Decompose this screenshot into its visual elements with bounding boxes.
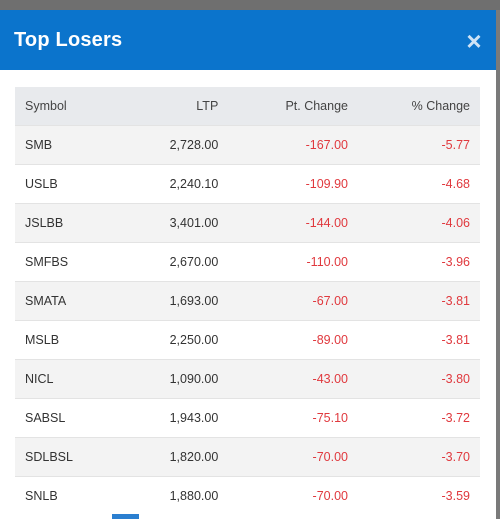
cell-ltp: 2,728.00 [119, 125, 219, 165]
header-ltp[interactable]: LTP [119, 87, 219, 126]
cell-pct-change: -4.68 [347, 164, 480, 204]
table-row[interactable]: SDLBSL 1,820.00 -70.00 -3.70 [15, 437, 480, 477]
cell-symbol: SMATA [15, 281, 120, 321]
cell-pct-change: -3.81 [347, 281, 480, 321]
cell-pt-change: -75.10 [218, 398, 348, 438]
cell-symbol: SABSL [15, 398, 120, 438]
table-row[interactable]: SNLB 1,880.00 -70.00 -3.59 [15, 476, 480, 515]
cell-pct-change: -3.70 [347, 437, 480, 477]
cell-pct-change: -3.96 [347, 242, 480, 282]
cell-pct-change: -4.06 [347, 203, 480, 243]
top-losers-modal: Top Losers × Symbol LTP Pt. Change % Cha… [0, 10, 496, 519]
header-symbol[interactable]: Symbol [15, 87, 120, 126]
cell-pt-change: -89.00 [218, 320, 348, 360]
cell-ltp: 1,880.00 [119, 476, 219, 515]
cell-ltp: 3,401.00 [119, 203, 219, 243]
cell-ltp: 2,670.00 [119, 242, 219, 282]
cell-ltp: 2,250.00 [119, 320, 219, 360]
table-header-row: Symbol LTP Pt. Change % Change [15, 87, 480, 126]
cell-pt-change: -167.00 [218, 125, 348, 165]
cell-pct-change: -3.81 [347, 320, 480, 360]
table-row[interactable]: SMFBS 2,670.00 -110.00 -3.96 [15, 242, 480, 282]
table-row[interactable]: NICL 1,090.00 -43.00 -3.80 [15, 359, 480, 399]
scroll-indicator[interactable] [112, 514, 139, 519]
table-row[interactable]: SMATA 1,693.00 -67.00 -3.81 [15, 281, 480, 321]
cell-symbol: MSLB [15, 320, 120, 360]
header-pct-change[interactable]: % Change [347, 87, 480, 126]
table-row[interactable]: MSLB 2,250.00 -89.00 -3.81 [15, 320, 480, 360]
cell-pct-change: -5.77 [347, 125, 480, 165]
cell-pt-change: -144.00 [218, 203, 348, 243]
cell-symbol: SMB [15, 125, 120, 165]
scrollbar-track[interactable] [496, 10, 500, 519]
table-row[interactable]: JSLBB 3,401.00 -144.00 -4.06 [15, 203, 480, 243]
cell-pt-change: -109.90 [218, 164, 348, 204]
overlay-backdrop [0, 0, 500, 10]
cell-ltp: 2,240.10 [119, 164, 219, 204]
cell-pt-change: -110.00 [218, 242, 348, 282]
cell-symbol: SNLB [15, 476, 120, 515]
table-row[interactable]: USLB 2,240.10 -109.90 -4.68 [15, 164, 480, 204]
top-losers-table: Symbol LTP Pt. Change % Change SMB 2,728… [15, 87, 480, 515]
cell-pt-change: -70.00 [218, 476, 348, 515]
header-pt-change[interactable]: Pt. Change [218, 87, 348, 126]
modal-header: Top Losers × [0, 10, 496, 70]
cell-pct-change: -3.80 [347, 359, 480, 399]
cell-symbol: SMFBS [15, 242, 120, 282]
cell-ltp: 1,693.00 [119, 281, 219, 321]
cell-symbol: SDLBSL [15, 437, 120, 477]
table-row[interactable]: SMB 2,728.00 -167.00 -5.77 [15, 125, 480, 165]
cell-pct-change: -3.59 [347, 476, 480, 515]
cell-symbol: JSLBB [15, 203, 120, 243]
cell-pt-change: -43.00 [218, 359, 348, 399]
cell-ltp: 1,943.00 [119, 398, 219, 438]
cell-pct-change: -3.72 [347, 398, 480, 438]
table-row[interactable]: SABSL 1,943.00 -75.10 -3.72 [15, 398, 480, 438]
close-icon[interactable]: × [466, 26, 482, 56]
cell-pt-change: -67.00 [218, 281, 348, 321]
cell-ltp: 1,820.00 [119, 437, 219, 477]
modal-title: Top Losers [14, 29, 123, 51]
cell-ltp: 1,090.00 [119, 359, 219, 399]
cell-symbol: NICL [15, 359, 120, 399]
cell-symbol: USLB [15, 164, 120, 204]
cell-pt-change: -70.00 [218, 437, 348, 477]
